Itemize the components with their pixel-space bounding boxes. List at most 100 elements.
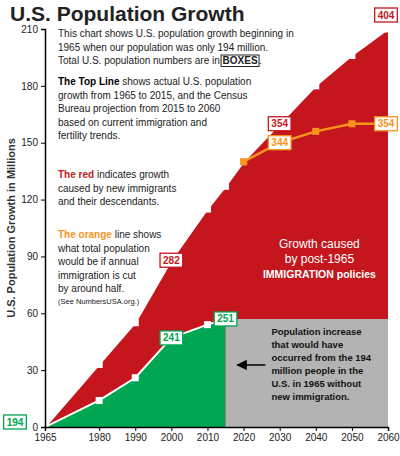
x-tick: 1990 <box>125 427 148 443</box>
x-tick-label: 2010 <box>197 432 220 443</box>
y-tick: 210 <box>21 24 45 35</box>
x-tick-mark <box>244 427 245 431</box>
paragraph-text: by around half. <box>58 283 124 294</box>
x-tick-label: 2030 <box>269 432 292 443</box>
paragraph-text: 1965 when our population was only 194 mi… <box>58 42 268 53</box>
area-label: by post-1965 <box>285 252 355 266</box>
value-box: 354 <box>375 117 398 131</box>
paragraph-text: caused by new immigrants <box>58 183 176 194</box>
arrow <box>237 364 265 366</box>
y-tick-mark <box>41 143 45 144</box>
area-label: U.S. in 1965 without <box>271 378 362 389</box>
value-box-frame <box>268 117 291 131</box>
area <box>226 319 388 427</box>
paragraph-text: shows actual U.S. population <box>119 76 251 87</box>
marker <box>385 29 389 33</box>
x-tick: 2040 <box>305 427 328 443</box>
x-tick-mark <box>45 427 46 431</box>
paragraph-text: what total population <box>57 243 150 254</box>
chart: U.S. Population Growth030609012015018021… <box>0 0 400 456</box>
paragraph-text: based on current immigration and <box>58 117 207 128</box>
value-box-label: 354 <box>271 118 288 129</box>
marker <box>132 319 139 326</box>
x-tick: 2010 <box>197 427 220 443</box>
x-tick: 1965 <box>34 427 57 443</box>
paragraph-text: The Top Line <box>58 76 120 87</box>
marker <box>348 120 355 127</box>
value-box: 344 <box>268 136 291 150</box>
area-label: occurred from the 194 <box>271 352 371 363</box>
value-box-label: 241 <box>163 332 180 343</box>
x-tick-mark <box>135 427 136 431</box>
value-box: 241 <box>160 331 183 345</box>
y-tick: 180 <box>21 81 45 92</box>
y-axis-title: U.S. Population Growth in Millions <box>5 138 17 318</box>
area <box>45 29 388 427</box>
value-box: 251 <box>214 312 237 326</box>
y-tick-label: 30 <box>27 365 39 376</box>
value-box-frame <box>160 331 183 345</box>
line <box>45 29 388 427</box>
paragraph-text: growth from 1965 to 2015, and the Census <box>58 90 248 101</box>
y-tick-mark <box>41 313 45 314</box>
value-box-frame <box>4 415 27 429</box>
marker <box>204 321 211 328</box>
area-label: million people in the <box>271 365 363 376</box>
x-axis-line <box>46 428 389 432</box>
y-tick: 30 <box>27 365 45 376</box>
value-box-frame <box>375 117 398 131</box>
paragraph-text: The red <box>58 169 94 180</box>
x-tick-mark <box>280 427 281 431</box>
value-box: 194 <box>4 415 27 429</box>
y-tick-label: 210 <box>21 24 38 35</box>
value-box-frame <box>214 312 237 326</box>
value-box-label: 404 <box>378 10 395 21</box>
x-tick-label: 2020 <box>233 432 256 443</box>
value-box-label: 282 <box>163 255 180 266</box>
paragraph-text: This chart shows U.S. population growth … <box>58 28 294 39</box>
y-tick-mark <box>41 370 45 371</box>
x-tick-label: 1965 <box>34 432 57 443</box>
value-box-label: 194 <box>7 417 24 428</box>
marker <box>348 52 355 59</box>
y-tick-mark <box>41 256 45 257</box>
x-tick-label: 1980 <box>89 432 112 443</box>
y-tick: 90 <box>27 251 45 262</box>
marker <box>240 158 247 165</box>
y-tick-label: 150 <box>21 137 38 148</box>
x-tick-mark <box>316 427 317 431</box>
x-tick: 2030 <box>269 427 292 443</box>
x-tick-mark <box>388 427 389 431</box>
x-tick-label: 2000 <box>161 432 184 443</box>
y-axis: 0306090120150180210 <box>21 24 45 433</box>
value-box: 354 <box>268 117 291 131</box>
marker <box>132 374 139 381</box>
y-tick: 120 <box>21 194 45 205</box>
value-box-label: 354 <box>378 118 395 129</box>
marker <box>240 158 247 165</box>
marker <box>222 183 229 190</box>
y-tick-label: 120 <box>21 194 38 205</box>
area-label: Growth caused <box>279 237 360 251</box>
y-tick-label: 90 <box>27 251 39 262</box>
x-tick-mark <box>171 427 172 431</box>
paragraph-text: line shows <box>112 229 161 240</box>
value-box-frame <box>375 8 398 22</box>
paragraph-text: BOXES <box>223 55 258 66</box>
paragraph-text: and their descendants. <box>58 196 159 207</box>
line <box>244 124 388 162</box>
x-tick: 2020 <box>233 427 256 443</box>
marker <box>312 128 319 135</box>
value-box: 404 <box>375 8 398 22</box>
marker <box>312 82 319 89</box>
x-tick-label: 2060 <box>377 432 400 443</box>
value-box-label: 251 <box>217 313 234 324</box>
x-tick-label: 1990 <box>125 432 148 443</box>
y-tick-mark <box>41 200 45 201</box>
marker <box>96 361 103 368</box>
area-label: that would have <box>271 339 343 350</box>
x-tick-mark <box>99 427 100 431</box>
value-box-frame <box>268 136 291 150</box>
x-tick-label: 2050 <box>341 432 364 443</box>
paragraph-text: . <box>259 55 262 66</box>
